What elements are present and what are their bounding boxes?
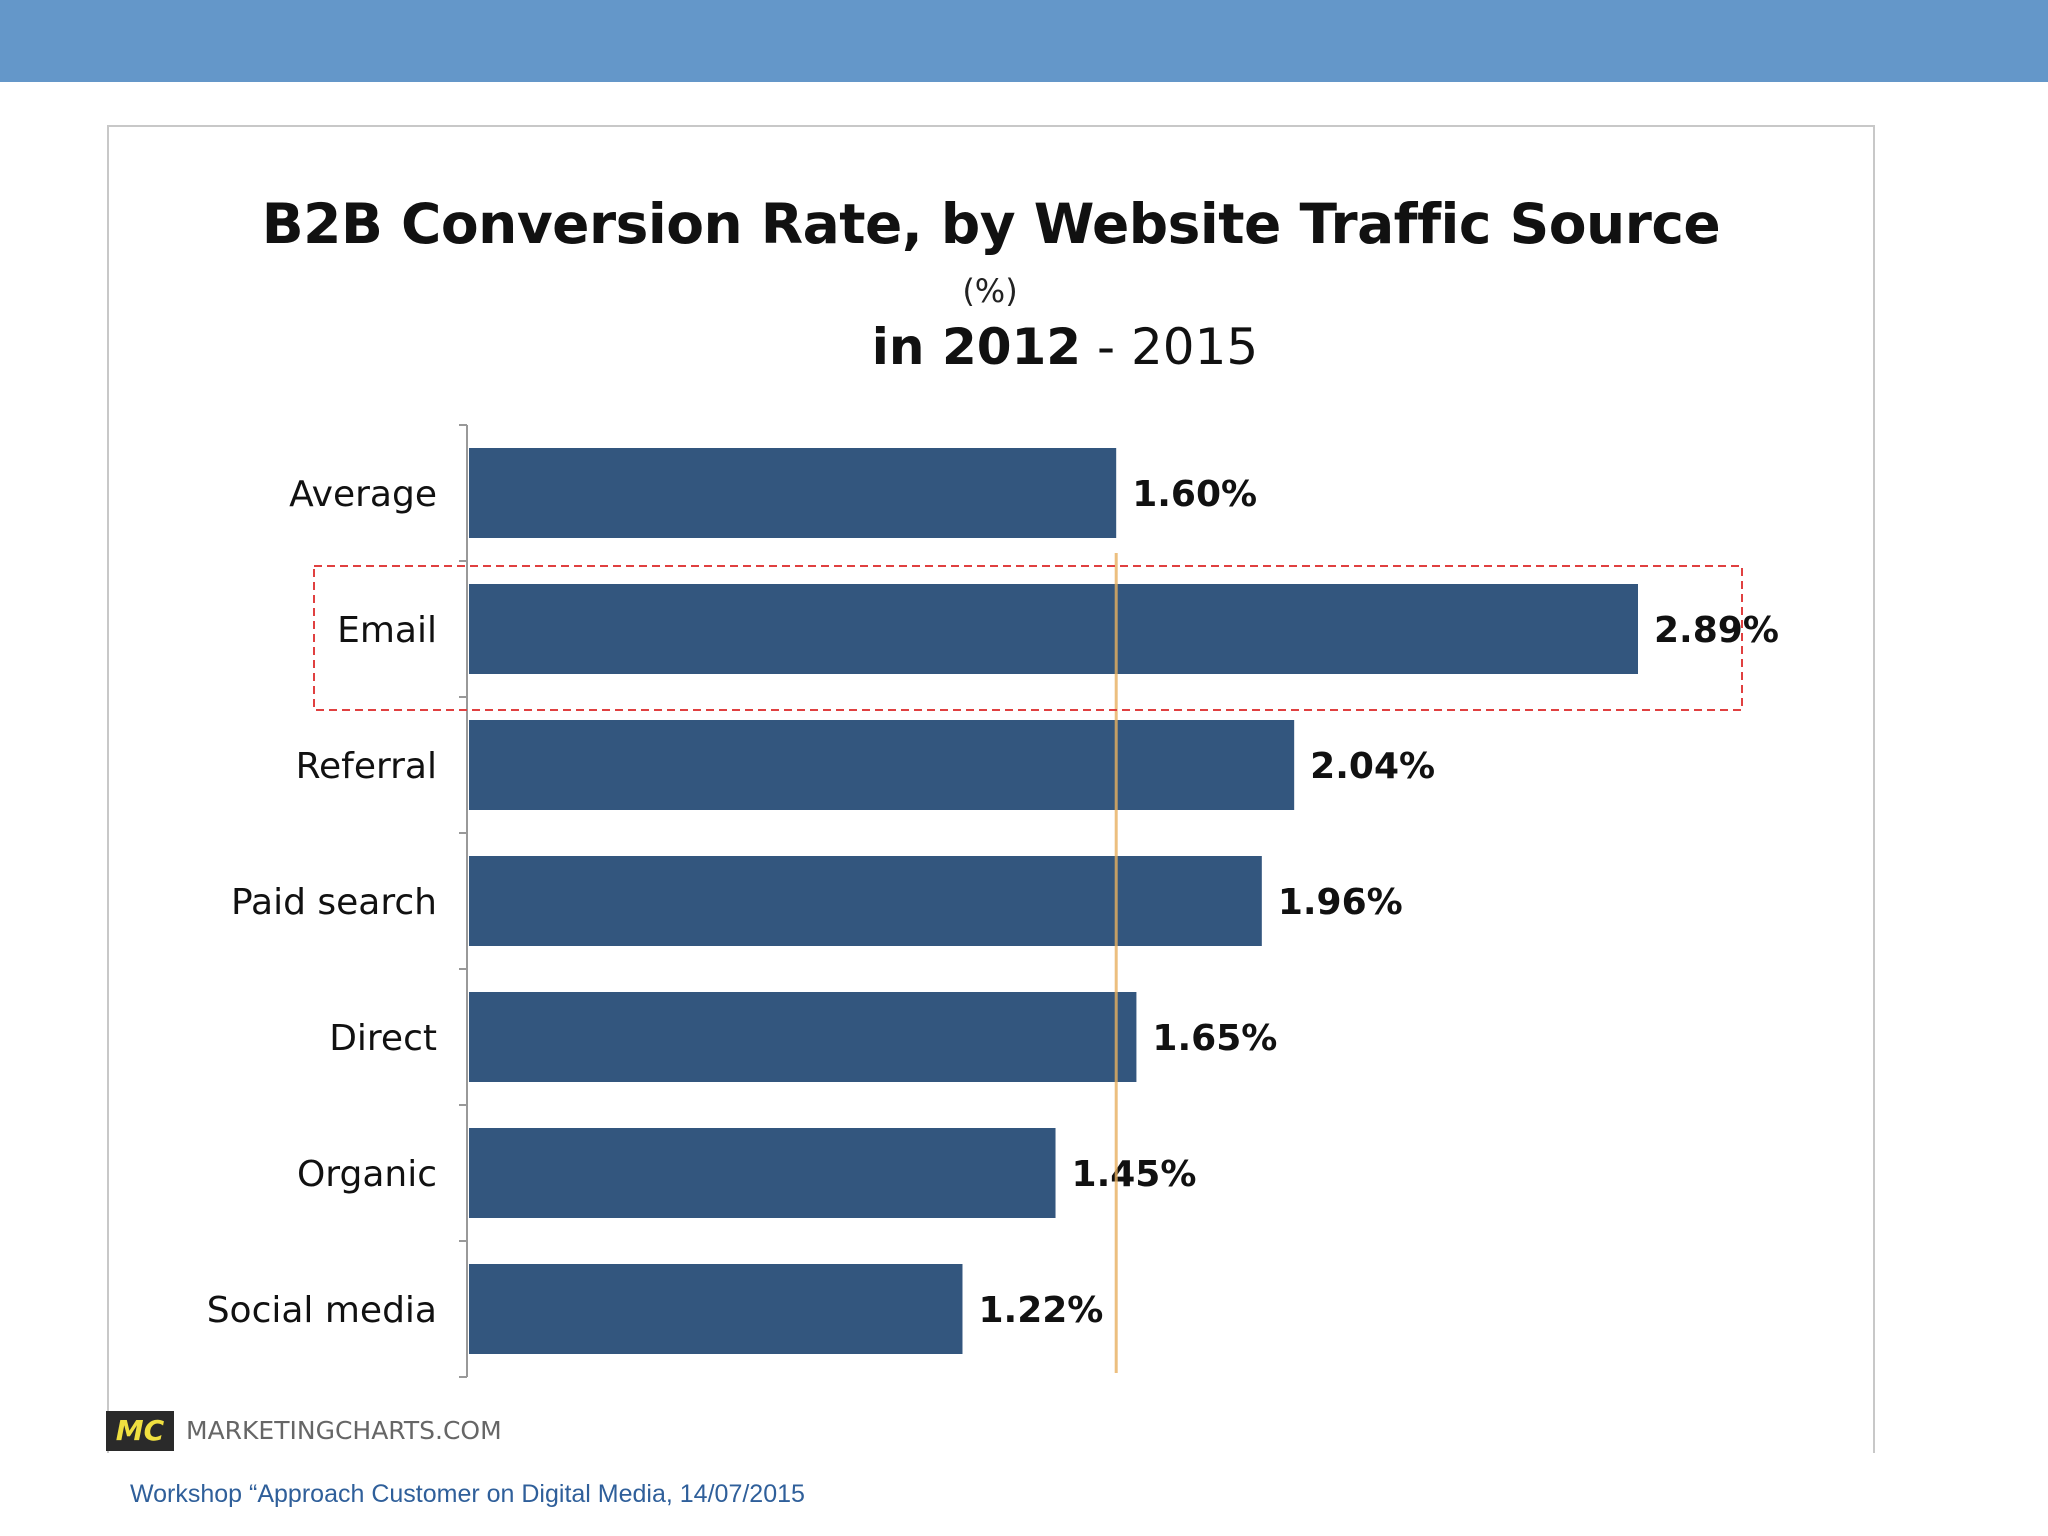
data-label: 1.60% — [1132, 474, 1257, 515]
category-label: Organic — [297, 1154, 437, 1195]
category-label: Average — [289, 474, 437, 515]
data-label: 2.89% — [1654, 610, 1779, 651]
bar-paid-search — [469, 856, 1262, 946]
data-label: 1.45% — [1072, 1154, 1197, 1195]
data-label: 1.96% — [1278, 882, 1403, 923]
chart-period-start: in 2012 — [871, 318, 1082, 376]
chart-period: in 2012 - 2015 — [800, 318, 1330, 376]
category-label: Social media — [207, 1290, 437, 1331]
marketingcharts-logo: MC — [106, 1411, 174, 1451]
bar-social-media — [469, 1264, 963, 1354]
bar-referral — [469, 720, 1295, 810]
bar-direct — [469, 992, 1137, 1082]
category-label: Paid search — [231, 882, 437, 923]
category-label: Referral — [296, 746, 437, 787]
data-label: 1.65% — [1152, 1018, 1277, 1059]
category-label: Email — [337, 610, 437, 651]
bar-email — [469, 584, 1638, 674]
category-label: Direct — [329, 1018, 437, 1059]
bar-organic — [469, 1128, 1056, 1218]
data-label: 1.22% — [978, 1290, 1103, 1331]
highlight-box — [313, 565, 1743, 711]
header-bar — [0, 0, 2048, 82]
chart-title: B2B Conversion Rate, by Website Traffic … — [261, 192, 1721, 256]
bar-average — [469, 448, 1117, 538]
footer-caption: Workshop “Approach Customer on Digital M… — [130, 1480, 805, 1508]
chart-period-end: - 2015 — [1097, 318, 1259, 376]
data-label: 2.04% — [1310, 746, 1435, 787]
source-site: MARKETINGCHARTS.COM — [186, 1416, 502, 1445]
chart-unit-label: (%) — [962, 272, 1018, 310]
